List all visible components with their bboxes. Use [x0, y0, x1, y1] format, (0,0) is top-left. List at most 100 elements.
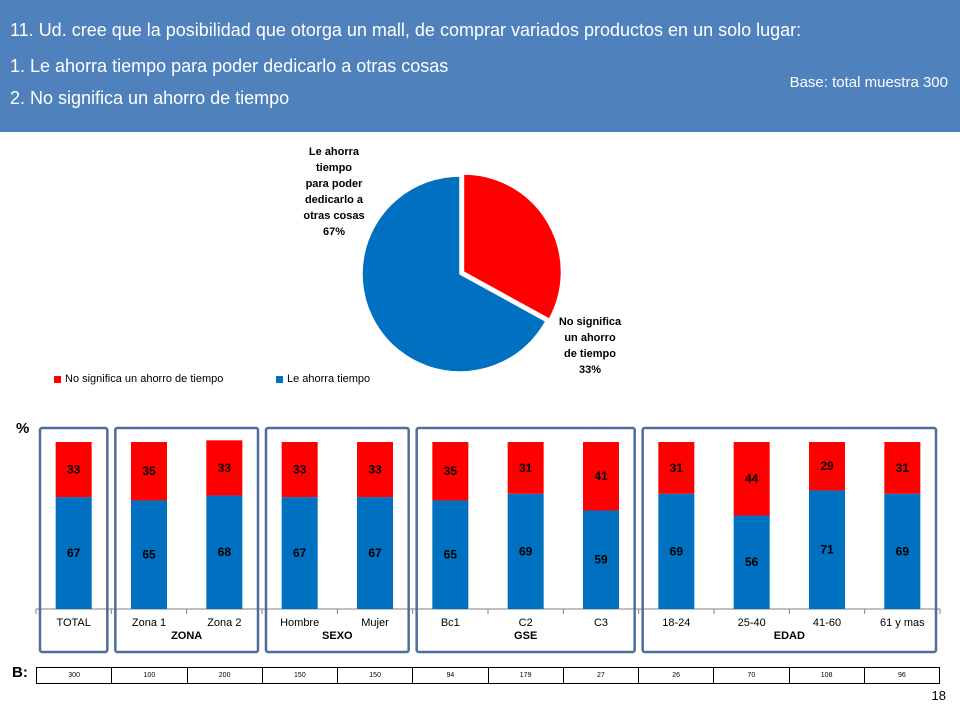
- stacked-bar-chart: 67 33 TOTAL 65 35 Zona 1 68 33 Zona 2 67 33 Hombre 6…: [35, 426, 941, 654]
- bar-no-ahorro-value-9: 44: [745, 472, 759, 486]
- category-label-9: 25-40: [738, 617, 766, 629]
- bar-no-ahorro-value-6: 31: [519, 461, 533, 475]
- option-2-text: 2. No significa un ahorro de tiempo: [10, 88, 290, 108]
- bar-no-ahorro-4: [357, 442, 393, 498]
- y-axis-label: %: [16, 420, 30, 437]
- category-label-0: TOTAL: [56, 617, 90, 629]
- bar-no-ahorro-value-2: 33: [218, 461, 232, 475]
- group-label-4: EDAD: [774, 630, 805, 642]
- group-box-3: [415, 426, 636, 654]
- bar-no-ahorro-value-0: 33: [67, 463, 81, 477]
- bar-no-ahorro-2: [206, 440, 243, 496]
- category-label-10: 41-60: [813, 617, 841, 629]
- bar-no-ahorro-7: [583, 442, 619, 511]
- group-box-1: [114, 426, 260, 654]
- bar-no-ahorro-0: [55, 442, 92, 498]
- legend-label-ahorra: Le ahorra tiempo: [287, 373, 371, 385]
- legend-swatch-blue: [276, 375, 283, 383]
- bar-no-ahorro-value-5: 35: [444, 464, 458, 478]
- bar-ahorra-11: [884, 493, 921, 609]
- bar-ahorra-value-4: 67: [368, 546, 382, 560]
- bar-no-ahorro-value-3: 33: [293, 463, 307, 477]
- category-label-3: Hombre: [280, 617, 319, 629]
- group-label-3: GSE: [514, 630, 537, 642]
- bar-no-ahorro-9: [733, 442, 770, 516]
- bar-no-ahorro-8: [658, 442, 695, 494]
- base-cell: 94: [412, 667, 489, 684]
- bar-no-ahorro-6: [507, 442, 544, 494]
- bar-ahorra-9: [733, 515, 770, 609]
- header-banner: 11. Ud. cree que la posibilidad que otor…: [0, 0, 960, 132]
- bar-ahorra-value-11: 69: [896, 544, 910, 558]
- bar-no-ahorro-value-8: 31: [670, 461, 684, 475]
- category-label-4: Mujer: [361, 617, 389, 629]
- bar-ahorra-5: [432, 500, 469, 609]
- group-box-0: [38, 426, 109, 654]
- page-number: 18: [931, 688, 946, 703]
- legend-item-no-ahorro: No significa un ahorro de tiempo: [54, 373, 223, 385]
- bar-ahorra-value-1: 65: [142, 548, 156, 562]
- pie-label-0: No significa un ahorro de tiempo 33%: [559, 316, 622, 376]
- group-label-2: SEXO: [322, 630, 353, 642]
- bar-ahorra-value-9: 56: [745, 555, 759, 569]
- bar-ahorra-8: [658, 493, 695, 609]
- bar-ahorra-4: [357, 497, 393, 609]
- bar-ahorra-7: [583, 510, 619, 609]
- group-label-1: ZONA: [171, 630, 202, 642]
- bar-ahorra-value-2: 68: [218, 545, 232, 559]
- category-label-8: 18-24: [662, 617, 690, 629]
- base-cell: 96: [863, 667, 941, 684]
- bar-no-ahorro-3: [281, 442, 318, 498]
- base-cell: 179: [487, 667, 564, 684]
- base-cell: 27: [562, 667, 640, 684]
- bar-no-ahorro-11: [884, 442, 921, 494]
- base-row-label: B:: [12, 664, 28, 681]
- bar-ahorra-value-3: 67: [293, 546, 307, 560]
- bar-ahorra-value-10: 71: [820, 543, 834, 557]
- bar-ahorra-6: [507, 493, 544, 609]
- bar-no-ahorro-value-1: 35: [142, 464, 156, 478]
- bar-no-ahorro-10: [809, 442, 845, 491]
- base-cell: 26: [637, 667, 715, 684]
- base-cell: 150: [336, 667, 414, 684]
- bar-no-ahorro-value-7: 41: [594, 469, 608, 483]
- category-label-6: C2: [519, 617, 533, 629]
- category-label-5: Bc1: [441, 617, 460, 629]
- bar-ahorra-value-7: 59: [594, 553, 608, 567]
- bar-no-ahorro-value-10: 29: [820, 459, 834, 473]
- base-table: 300 100 200 150 150 94 179 27 26 70 108 96: [35, 667, 941, 684]
- base-cell: 100: [111, 667, 188, 684]
- legend-label-no-ahorro: No significa un ahorro de tiempo: [65, 373, 224, 385]
- question-text: 11. Ud. cree que la posibilidad que otor…: [10, 20, 802, 40]
- pie-label-1: Le ahorra tiempo para poder dedicarlo a otra…: [303, 146, 364, 238]
- category-label-11: 61 y mas: [880, 617, 925, 629]
- base-cell: 150: [261, 667, 339, 684]
- pie-chart: No significa un ahorro de tiempo 33% Le ahor…: [303, 146, 622, 376]
- category-label-1: Zona 1: [132, 617, 166, 629]
- base-cell: 200: [186, 667, 263, 684]
- bar-ahorra-value-0: 67: [67, 546, 81, 560]
- group-box-4: [641, 426, 938, 654]
- base-cell: 300: [35, 667, 113, 684]
- bar-ahorra-1: [131, 500, 167, 609]
- bar-ahorra-value-8: 69: [670, 544, 684, 558]
- bar-ahorra-10: [809, 490, 845, 609]
- bar-no-ahorro-value-11: 31: [896, 461, 910, 475]
- bar-ahorra-value-6: 69: [519, 544, 533, 558]
- group-box-2: [264, 426, 410, 654]
- base-row: 300 100 200 150 150 94 179 27 26 70 108 96: [35, 667, 941, 684]
- bar-ahorra-2: [206, 495, 243, 609]
- bar-ahorra-0: [55, 497, 92, 609]
- bar-no-ahorro-5: [432, 442, 469, 501]
- base-cell: 70: [713, 667, 790, 684]
- legend-swatch-red: [54, 375, 61, 383]
- bar-ahorra-value-5: 65: [444, 548, 458, 562]
- pie-slice-0: [462, 173, 563, 321]
- bar-no-ahorro-1: [131, 442, 167, 501]
- pie-slice-1: [361, 175, 547, 373]
- category-label-7: C3: [594, 617, 608, 629]
- base-text: Base: total muestra 300: [789, 74, 948, 91]
- category-label-2: Zona 2: [207, 617, 241, 629]
- base-cell: 108: [788, 667, 865, 684]
- bar-no-ahorro-value-4: 33: [368, 463, 382, 477]
